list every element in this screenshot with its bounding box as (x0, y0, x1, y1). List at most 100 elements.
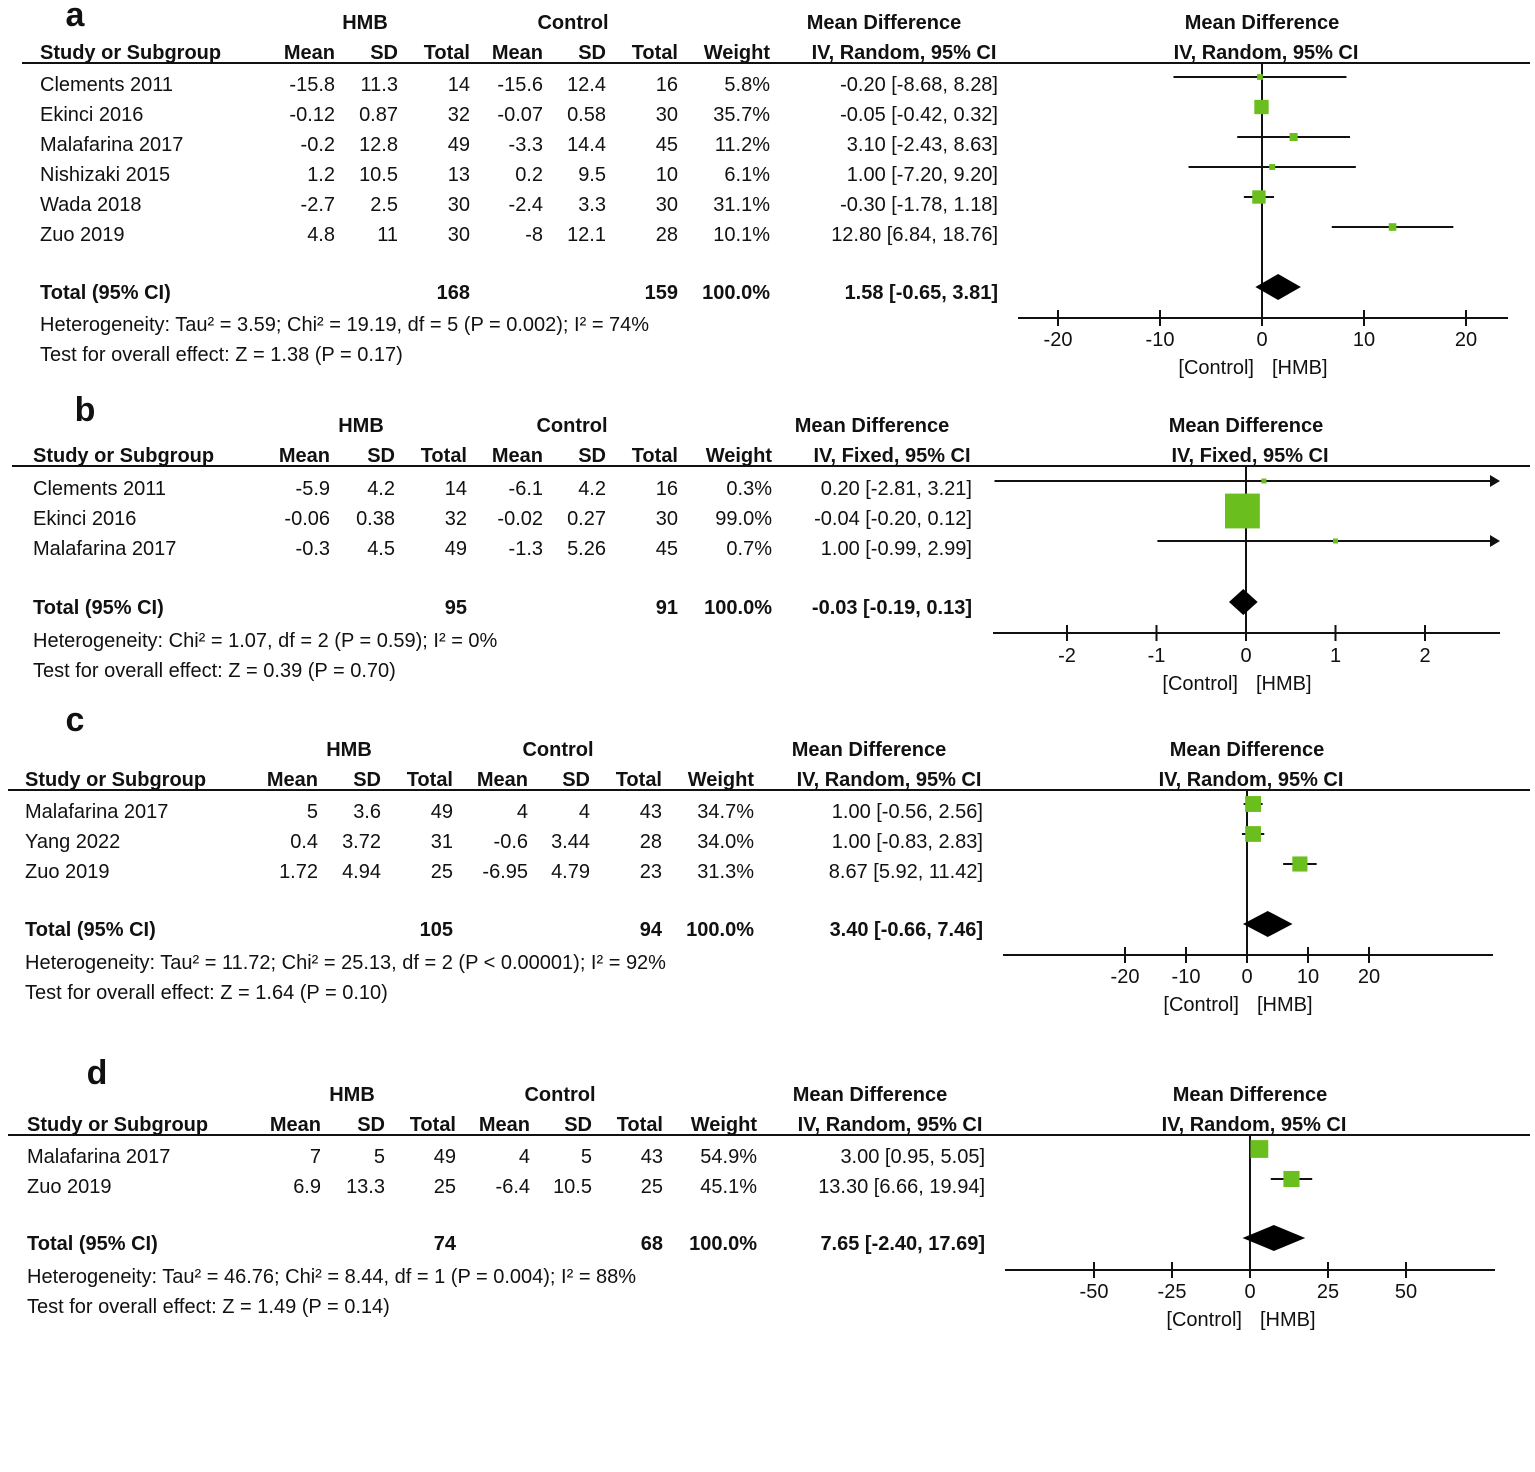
plot-effect-method-header: IV, Random, 95% CI (1158, 769, 1344, 791)
study-ci: 12.80 [6.84, 18.76] (831, 224, 998, 246)
study-marker (1250, 1140, 1269, 1158)
cell-sd2: 10.5 (553, 1176, 592, 1198)
total-ci: 3.40 [-0.66, 7.46] (829, 919, 983, 941)
total-n1: 74 (433, 1233, 456, 1255)
cell-m2: -8 (525, 224, 543, 246)
favours-left-label: [Control] (1163, 994, 1239, 1016)
effect-method-header: IV, Random, 95% CI (811, 42, 997, 64)
favours-right-label: [HMB] (1256, 673, 1312, 695)
column-header: Mean (478, 1114, 530, 1136)
study-ci: 3.10 [-2.43, 8.63] (846, 134, 998, 156)
cell-m1: -0.06 (284, 508, 330, 530)
panel-label: b (74, 391, 96, 429)
cell-sd2: 3.44 (551, 831, 590, 853)
column-header: Mean (283, 42, 335, 64)
cell-m1: -0.3 (295, 538, 330, 560)
pooled-diamond (1255, 274, 1301, 300)
cell-n2: 30 (655, 508, 678, 530)
plot-effect-header: Mean Difference (1184, 12, 1340, 34)
group2-header: Control (524, 1084, 596, 1106)
cell-sd2: 0.27 (567, 508, 606, 530)
cell-m1: 1.2 (307, 164, 335, 186)
cell-weight: 6.1% (724, 164, 770, 186)
x-tick-label: -20 (1110, 966, 1140, 988)
cell-m1: -2.7 (300, 194, 335, 216)
cell-sd2: 9.5 (578, 164, 606, 186)
cell-n1: 49 (447, 134, 470, 156)
column-header-study: Study or Subgroup (27, 1114, 209, 1136)
cell-m2: -6.1 (508, 478, 543, 500)
study-ci: 3.00 [0.95, 5.05] (840, 1146, 985, 1168)
cell-m1: 6.9 (293, 1176, 321, 1198)
x-tick-label: 0 (1244, 1281, 1256, 1303)
cell-n1: 13 (447, 164, 470, 186)
total-ci: 1.58 [-0.65, 3.81] (844, 282, 998, 304)
heterogeneity-text: Heterogeneity: Tau² = 3.59; Chi² = 19.19… (40, 314, 650, 336)
x-tick-label: -1 (1147, 645, 1166, 667)
column-header: Mean (278, 445, 330, 467)
cell-sd1: 11 (377, 224, 398, 246)
total-label: Total (95% CI) (27, 1233, 158, 1255)
cell-sd2: 5 (580, 1146, 592, 1168)
study-ci: 8.67 [5.92, 11.42] (828, 861, 983, 883)
cell-m2: -2.4 (508, 194, 543, 216)
plot-effect-method-header: IV, Random, 95% CI (1173, 42, 1359, 64)
total-weight: 100.0% (702, 282, 770, 304)
favours-left-label: [Control] (1166, 1309, 1242, 1331)
cell-n1: 30 (447, 194, 470, 216)
total-weight: 100.0% (704, 597, 772, 619)
total-label: Total (95% CI) (25, 919, 156, 941)
x-tick-label: 20 (1357, 966, 1381, 988)
group1-header: HMB (342, 12, 388, 34)
cell-m1: 0.4 (290, 831, 318, 853)
total-n2: 159 (644, 282, 678, 304)
x-tick-label: 2 (1419, 645, 1431, 667)
cell-n1: 25 (433, 1176, 456, 1198)
cell-sd1: 4.94 (342, 861, 381, 883)
study-name: Zuo 2019 (27, 1176, 112, 1198)
panel-label: d (86, 1054, 108, 1092)
cell-m2: -15.6 (497, 74, 543, 96)
cell-weight: 0.3% (726, 478, 772, 500)
cell-m2: -0.07 (497, 104, 543, 126)
ci-arrow-icon (1490, 475, 1500, 487)
study-ci: -0.04 [-0.20, 0.12] (814, 508, 972, 530)
study-name: Wada 2018 (40, 194, 142, 216)
column-header: SD (578, 42, 606, 64)
study-name: Clements 2011 (33, 478, 167, 500)
cell-sd1: 3.6 (353, 801, 381, 823)
study-name: Yang 2022 (25, 831, 121, 853)
effect-method-header: IV, Fixed, 95% CI (813, 445, 971, 467)
x-tick-label: -20 (1043, 329, 1073, 351)
column-header-study: Study or Subgroup (33, 445, 215, 467)
study-marker (1254, 99, 1269, 115)
column-header: SD (564, 1114, 592, 1136)
study-marker (1252, 190, 1266, 204)
column-header: Mean (476, 769, 528, 791)
cell-sd2: 0.58 (567, 104, 606, 126)
forest-panel-b: b HMB Control Mean Difference Mean Differenc… (0, 392, 1535, 743)
effect-header: Mean Difference (791, 739, 947, 761)
x-tick-label: -10 (1171, 966, 1201, 988)
column-header: Total (616, 1114, 663, 1136)
cell-weight: 5.8% (724, 74, 770, 96)
x-tick-label: -10 (1145, 329, 1175, 351)
column-header: Total (409, 1114, 456, 1136)
cell-n2: 10 (655, 164, 678, 186)
cell-n1: 14 (447, 74, 470, 96)
cell-sd2: 4.2 (578, 478, 606, 500)
group1-header: HMB (329, 1084, 375, 1106)
cell-sd1: 5 (373, 1146, 385, 1168)
cell-n1: 31 (430, 831, 453, 853)
total-n1: 105 (419, 919, 453, 941)
favours-left-label: [Control] (1162, 673, 1238, 695)
total-label: Total (95% CI) (33, 597, 164, 619)
effect-header: Mean Difference (794, 415, 950, 437)
cell-sd2: 5.26 (567, 538, 606, 560)
study-marker (1257, 74, 1263, 80)
plot-effect-header: Mean Difference (1168, 415, 1324, 437)
cell-weight: 35.7% (713, 104, 770, 126)
study-ci: 13.30 [6.66, 19.94] (818, 1176, 985, 1198)
forest-panel-c: c HMB Control Mean Difference Mean Differenc… (0, 702, 1535, 1067)
study-ci: -0.20 [-8.68, 8.28] (840, 74, 998, 96)
